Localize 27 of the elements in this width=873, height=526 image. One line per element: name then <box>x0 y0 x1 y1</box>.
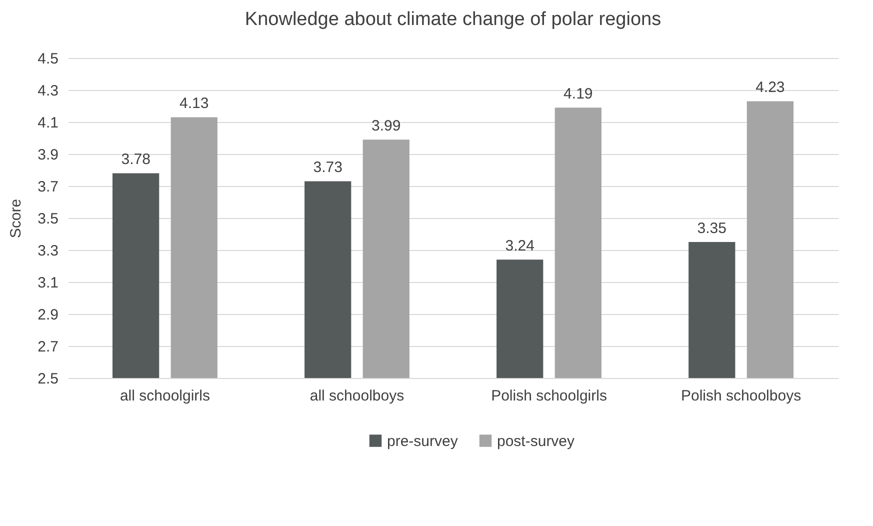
data-label: 4.23 <box>756 79 785 96</box>
y-tick-label: 2.9 <box>38 306 58 324</box>
data-label: 3.35 <box>697 220 726 237</box>
y-tick-label: 3.1 <box>38 274 58 292</box>
y-tick-label: 3.3 <box>38 242 58 260</box>
y-tick-label: 4.3 <box>38 82 58 100</box>
x-tick-label: all schoolgirls <box>120 388 210 404</box>
y-axis-title: Score <box>8 198 25 238</box>
legend-label: post-survey <box>497 432 576 450</box>
data-label: 3.73 <box>313 159 342 176</box>
chart-title: Knowledge about climate change of polar regions <box>244 9 662 30</box>
x-tick-label: Polish schoolgirls <box>491 388 607 404</box>
y-tick-label: 4.1 <box>38 114 58 132</box>
data-label: 3.99 <box>372 118 401 135</box>
y-tick-label: 3.7 <box>38 178 58 196</box>
data-label: 4.13 <box>180 95 209 112</box>
x-tick-label: all schoolboys <box>310 388 404 404</box>
data-label: 3.78 <box>121 151 150 168</box>
y-tick-label: 3.9 <box>38 146 58 164</box>
y-tick-label: 4.5 <box>38 50 58 68</box>
y-tick-label: 2.5 <box>38 370 58 388</box>
y-tick-label: 2.7 <box>38 338 58 356</box>
data-label: 4.19 <box>564 86 593 103</box>
x-tick-label: Polish schoolboys <box>680 388 802 404</box>
data-label: 3.24 <box>505 238 534 255</box>
y-tick-label: 3.5 <box>38 210 58 228</box>
legend-label: pre-survey <box>387 432 458 450</box>
